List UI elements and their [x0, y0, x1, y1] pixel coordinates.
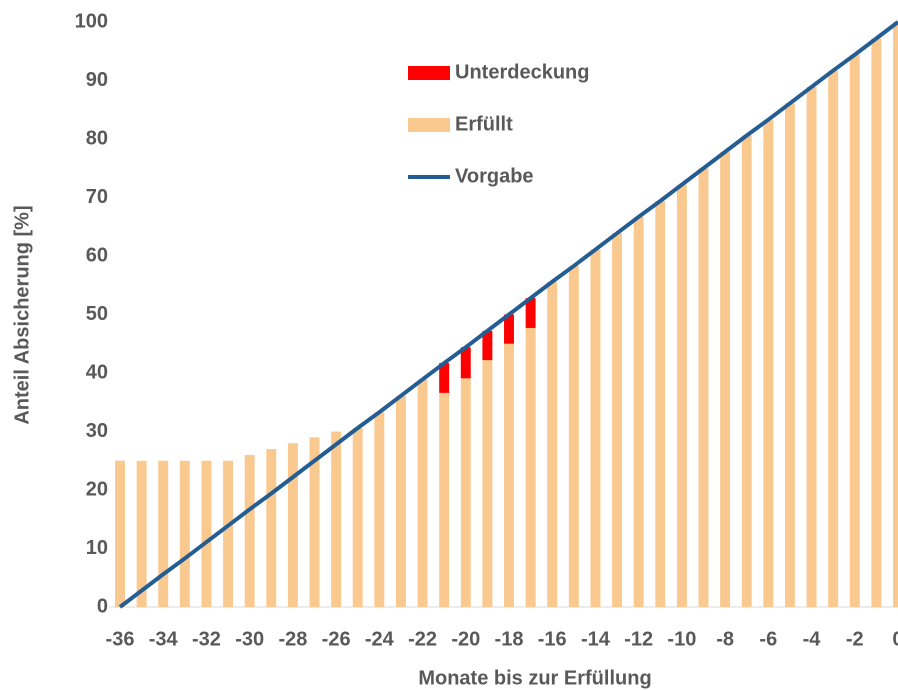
- y-tick-label: 40: [86, 361, 108, 383]
- x-tick-label: -12: [624, 628, 653, 650]
- x-tick-label: -2: [846, 628, 864, 650]
- legend-label: Vorgabe: [455, 165, 534, 187]
- bar: [828, 70, 839, 608]
- bar: [784, 103, 795, 607]
- x-tick-label: -6: [759, 628, 777, 650]
- legend-swatch: [408, 66, 450, 80]
- bar: [612, 233, 623, 607]
- bar: [633, 216, 644, 607]
- bar: [482, 360, 493, 607]
- bar: [115, 460, 125, 607]
- y-tick-label: 10: [86, 537, 108, 559]
- bar: [136, 460, 147, 607]
- bar: [309, 437, 320, 607]
- line: [118, 20, 898, 609]
- bar: [374, 412, 385, 607]
- x-tick-label: -22: [408, 628, 437, 650]
- bar: [655, 201, 666, 607]
- bar: [201, 460, 212, 607]
- bar: [568, 265, 579, 607]
- x-tick-label: -20: [451, 628, 480, 650]
- bar: [179, 460, 190, 607]
- y-tick-label: 60: [86, 244, 108, 266]
- x-tick-label: -36: [106, 628, 135, 650]
- bar: [547, 281, 558, 607]
- bar: [504, 343, 514, 607]
- bar: [525, 298, 536, 328]
- x-tick-label: 0: [892, 628, 898, 650]
- y-tick-label: 20: [86, 478, 108, 500]
- x-tick-label: -4: [803, 628, 822, 650]
- bar: [331, 431, 342, 607]
- x-tick-label: -18: [495, 628, 524, 650]
- x-tick-label: -30: [235, 628, 264, 650]
- y-tick-label: 50: [86, 303, 108, 325]
- legend-label: Erfüllt: [455, 113, 513, 135]
- y-tick-label: 30: [86, 420, 108, 442]
- x-axis-label: Monate bis zur Erfüllung: [418, 667, 651, 689]
- bar: [676, 184, 687, 607]
- bar: [287, 443, 298, 607]
- x-tick-label: -34: [149, 628, 179, 650]
- bar: [806, 86, 817, 607]
- bar: [439, 363, 450, 393]
- bar: [266, 449, 277, 607]
- bar: [223, 460, 234, 607]
- bar: [871, 38, 882, 607]
- bar: [395, 395, 406, 607]
- x-tick-label: -14: [581, 628, 611, 650]
- y-axis-label: Anteil Absicherung [%]: [11, 205, 33, 424]
- legend-label: Unterdeckung: [455, 61, 589, 83]
- y-tick-label: 100: [75, 10, 108, 32]
- bar: [244, 454, 255, 607]
- y-tick-label: 80: [86, 127, 108, 149]
- bar: [893, 22, 898, 607]
- bar: [460, 347, 471, 379]
- y-tick-label: 0: [97, 595, 108, 617]
- bar: [590, 249, 601, 607]
- bar: [417, 379, 428, 607]
- bar: [439, 392, 450, 607]
- bar: [158, 460, 169, 607]
- bar: [460, 378, 471, 607]
- x-tick-label: -8: [716, 628, 734, 650]
- x-tick-label: -26: [322, 628, 351, 650]
- y-tick-label: 70: [86, 186, 108, 208]
- bar: [763, 119, 774, 607]
- x-tick-label: -32: [192, 628, 221, 650]
- bar: [741, 135, 752, 608]
- bar: [720, 151, 731, 607]
- x-tick-label: -28: [278, 628, 307, 650]
- x-tick-label: -10: [667, 628, 696, 650]
- bar: [525, 327, 536, 607]
- x-tick-label: -24: [365, 628, 395, 650]
- x-tick-label: -16: [538, 628, 567, 650]
- bar: [482, 330, 493, 361]
- bar: [504, 314, 514, 344]
- y-tick-label: 90: [86, 69, 108, 91]
- bar: [698, 168, 709, 607]
- bar: [849, 54, 860, 607]
- bar: [352, 427, 363, 607]
- legend-swatch: [408, 118, 450, 132]
